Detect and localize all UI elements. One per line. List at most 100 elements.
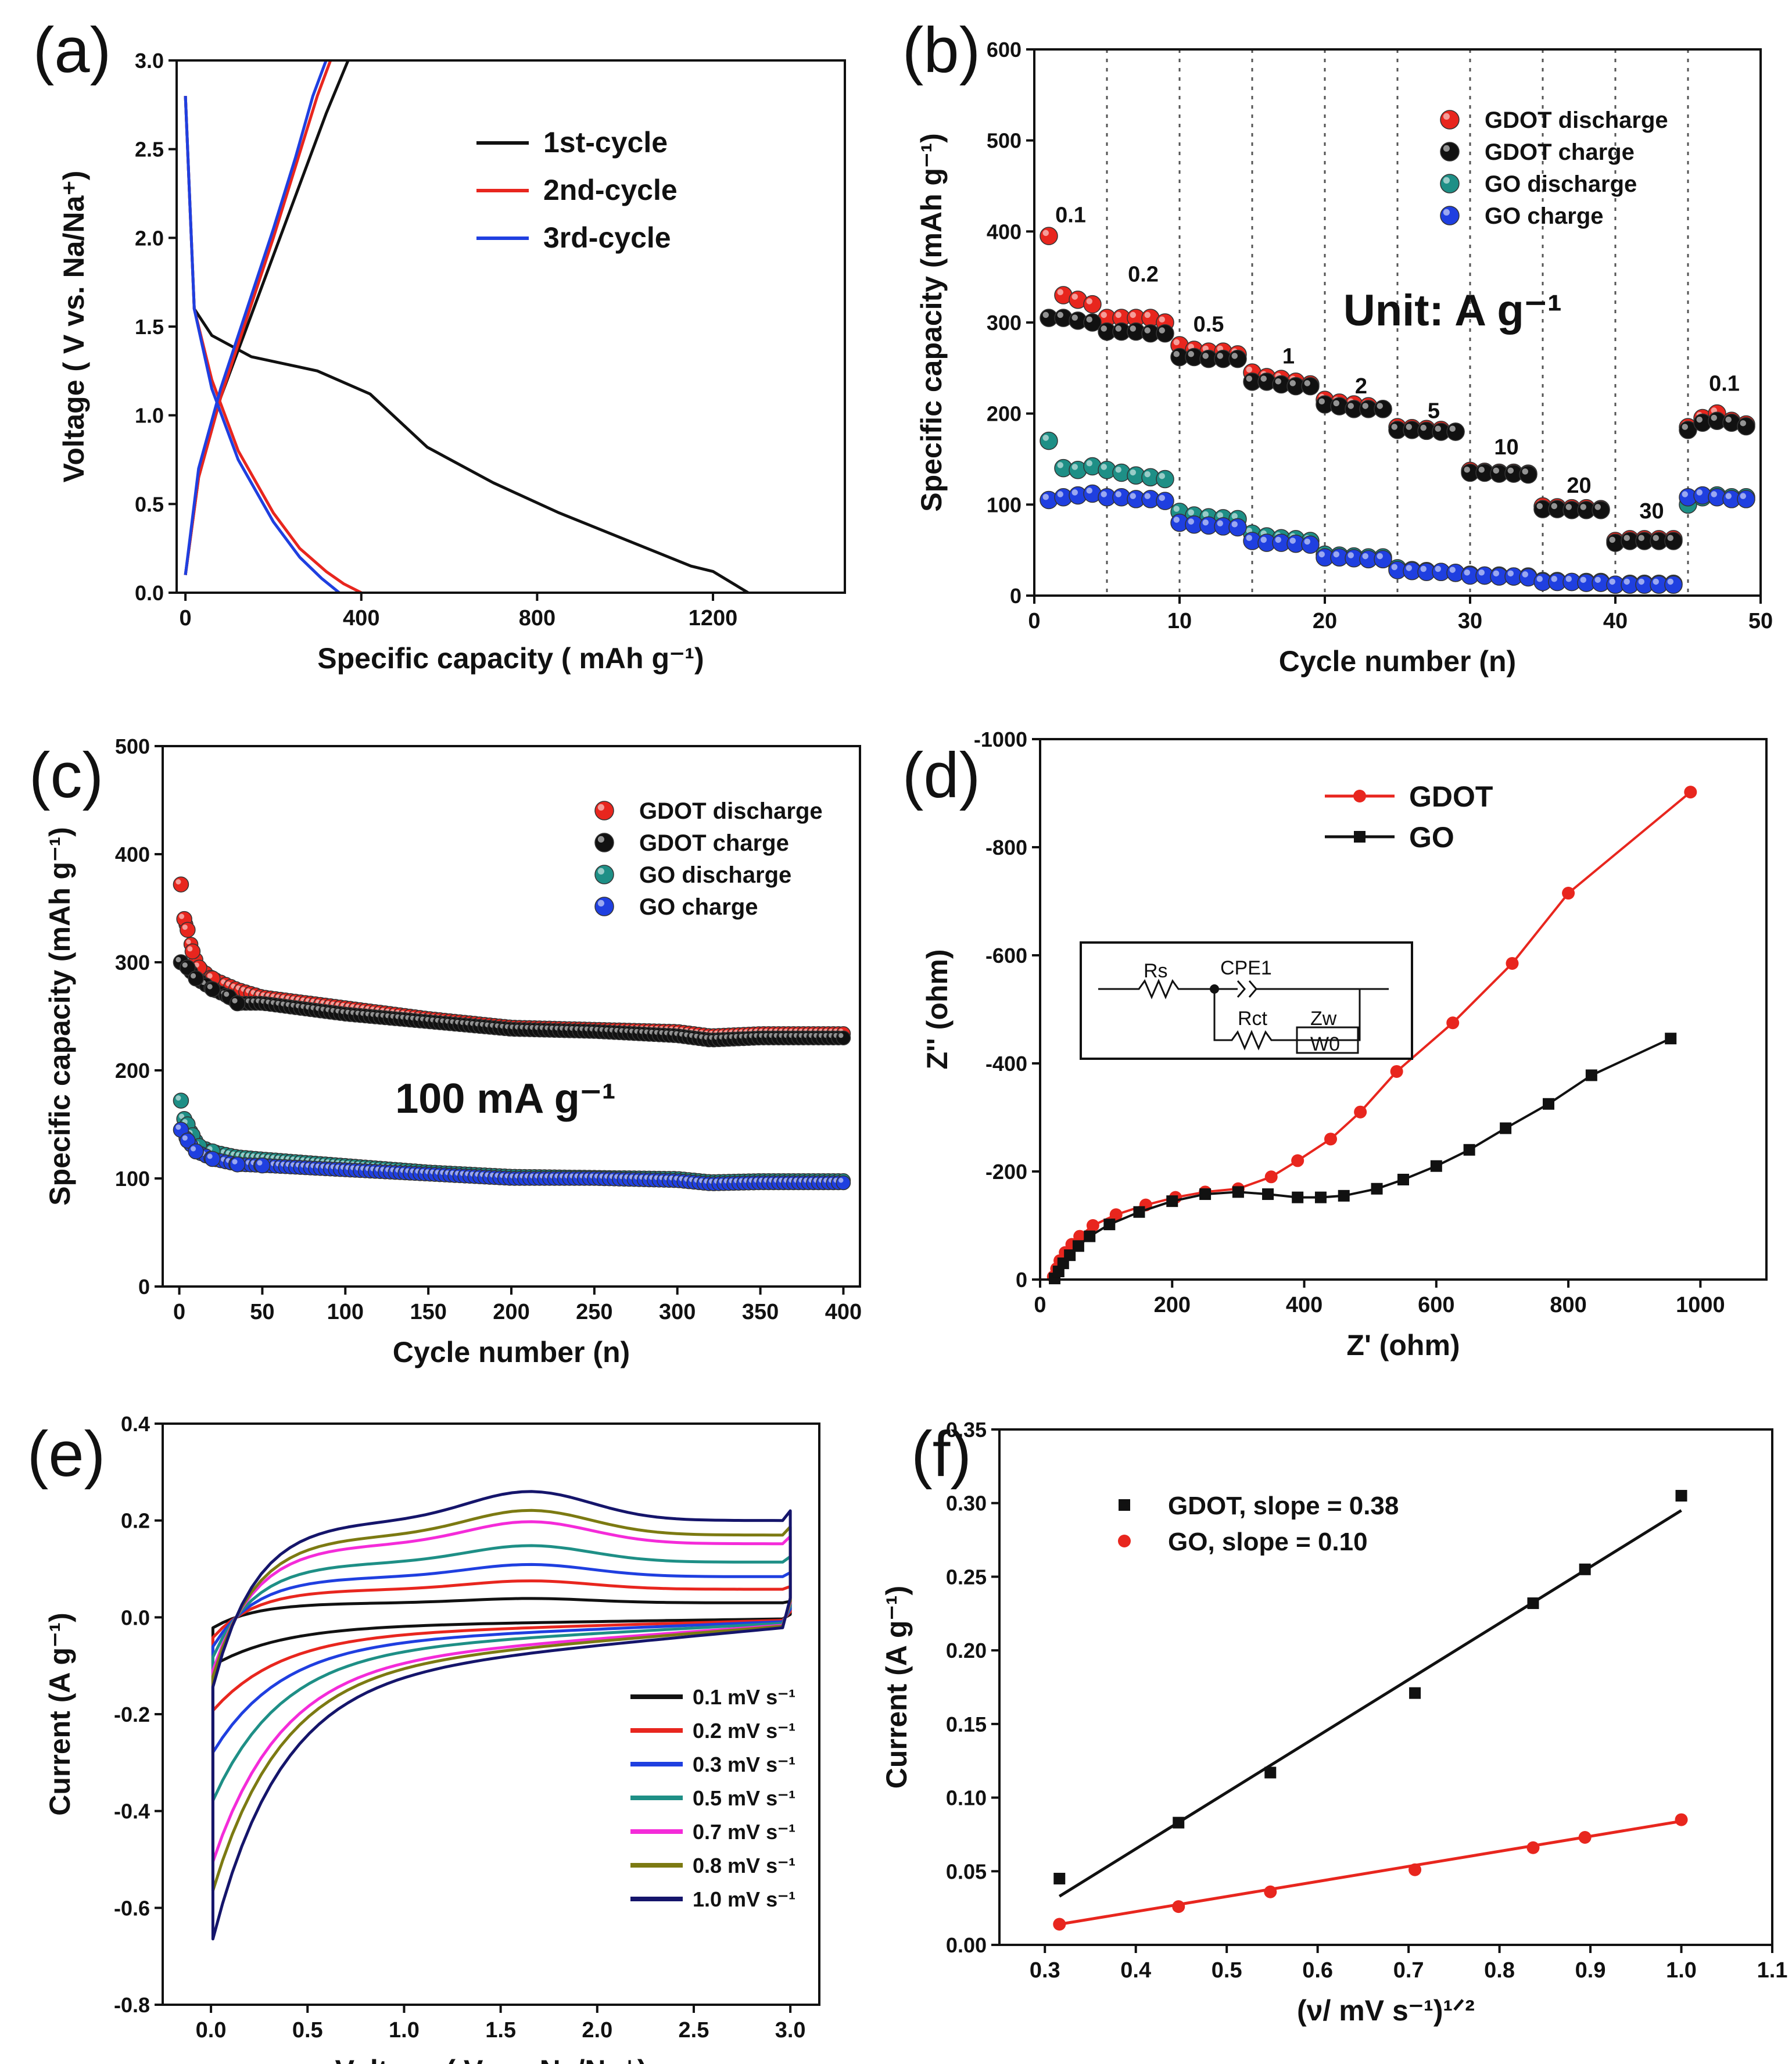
series-line (184, 60, 332, 575)
series-line (184, 95, 749, 594)
data-point-highlight (1231, 513, 1238, 519)
data-point-highlight (1159, 494, 1165, 501)
data-point-highlight (1086, 298, 1092, 304)
y-tick-label: -400 (985, 1052, 1027, 1076)
x-tick-label: 0.0 (196, 2018, 227, 2042)
data-point-highlight (207, 1153, 213, 1159)
legend-entry: 2nd-cycle (543, 174, 678, 206)
data-point-highlight (1144, 493, 1151, 499)
data-point-highlight (1042, 230, 1049, 236)
data-point-highlight (1493, 570, 1499, 577)
data-point (1064, 1249, 1076, 1262)
rate-annotation: 100 mA g⁻¹ (395, 1076, 615, 1122)
y-tick-label: 600 (987, 38, 1022, 62)
data-point-highlight (1609, 536, 1615, 543)
x-tick-label: 0.5 (1212, 1958, 1242, 1983)
data-point-highlight (1202, 519, 1209, 526)
data-point-highlight (1217, 353, 1223, 359)
y-tick-label: -600 (985, 944, 1027, 967)
x-tick-label: 10 (1167, 609, 1192, 633)
data-point-highlight (1638, 578, 1644, 585)
data-point-highlight (1202, 353, 1209, 359)
data-point-highlight (1725, 493, 1732, 499)
data-point (1292, 1191, 1304, 1203)
data-point (173, 876, 189, 893)
legend-entry: GDOT (1409, 780, 1493, 813)
x-tick-label: 150 (410, 1300, 446, 1324)
y-tick-label: -0.8 (114, 1993, 150, 2017)
data-point (1543, 1098, 1554, 1110)
data-point (1440, 206, 1460, 225)
data-point-highlight (1304, 538, 1310, 545)
data-point-highlight (1464, 569, 1470, 576)
data-point-highlight (1318, 398, 1325, 404)
data-point-highlight (1653, 535, 1659, 541)
data-point-highlight (1682, 491, 1688, 497)
data-point-highlight (1711, 491, 1717, 497)
x-tick-label: 2.5 (679, 2018, 709, 2042)
data-point-highlight (1391, 424, 1397, 430)
panel-b: 0.1 0.2 0.5 1 2 5 10 20 30 0.1 Unit: A g⁻¹ GDOT dis… (902, 15, 1773, 678)
data-point (1314, 1191, 1327, 1203)
data-point-highlight (1347, 552, 1354, 558)
data-point-highlight (1420, 424, 1427, 431)
y-tick-label: -200 (985, 1160, 1027, 1184)
rate-label: 0.2 (1128, 263, 1159, 287)
y-tick-label: 0.2 (121, 1509, 150, 1533)
x-axis-label: Cycle number (n) (393, 1336, 630, 1368)
legend-entry: 3rd-cycle (543, 221, 671, 254)
data-point (594, 865, 614, 884)
data-point-highlight (1435, 565, 1441, 572)
rate-label: 1 (1282, 345, 1295, 369)
data-point (204, 981, 221, 998)
x-axis-label: (ν/ mV s⁻¹)¹ᐟ² (1297, 1994, 1475, 2027)
data-point-highlight (1711, 414, 1717, 421)
data-point-highlight (1406, 565, 1412, 571)
data-point-highlight (1377, 403, 1383, 409)
data-point (1664, 575, 1683, 594)
data-point (594, 801, 614, 820)
data-point-highlight (1580, 504, 1586, 510)
data-point (1592, 500, 1610, 519)
data-point (1684, 786, 1697, 799)
data-point (1500, 1122, 1512, 1134)
x-tick-label: 40 (1603, 609, 1628, 633)
data-point-highlight (597, 804, 604, 811)
data-point-highlight (1042, 311, 1049, 318)
x-tick-label: 200 (493, 1300, 529, 1324)
x-tick-label: 0.7 (1393, 1958, 1424, 1983)
legend-entry: 0.8 mV s⁻¹ (693, 1854, 795, 1877)
data-point (1430, 1160, 1442, 1172)
y-tick-label: 0.30 (946, 1492, 987, 1515)
data-point-highlight (1464, 467, 1470, 473)
data-point-highlight (1522, 571, 1528, 578)
x-tick-label: 1200 (689, 606, 738, 630)
data-point-highlight (175, 956, 181, 962)
data-point-highlight (1057, 462, 1063, 468)
data-point-highlight (1653, 578, 1659, 585)
panel-label: (d) (902, 740, 980, 811)
data-point-highlight (838, 1033, 844, 1038)
data-point-highlight (175, 879, 181, 885)
data-point-highlight (1565, 504, 1572, 510)
data-point-highlight (191, 973, 196, 979)
inset-label: Rs (1144, 960, 1168, 982)
data-point-highlight (1144, 311, 1151, 318)
data-point (229, 995, 246, 1012)
data-point-highlight (1318, 551, 1325, 558)
panel-d: GDOT GO Rs CPE1 Rct Zw W0 0 200 400 600 800 1000 0 -20… (902, 728, 1768, 1361)
data-point-highlight (1333, 400, 1339, 407)
y-tick-label: 0 (138, 1275, 150, 1299)
data-point-highlight (1682, 424, 1688, 430)
data-point-highlight (182, 962, 188, 968)
x-tick-label: 300 (659, 1300, 696, 1324)
y-tick-label: 200 (987, 402, 1022, 426)
x-tick-label: 200 (1154, 1293, 1191, 1317)
x-axis-label: Voltage ( V vs. Na/Na⁺) (335, 2054, 647, 2064)
data-point-highlight (1101, 325, 1107, 332)
x-tick-label: 0.9 (1575, 1958, 1606, 1983)
y-tick-label: -0.2 (114, 1703, 150, 1726)
data-point (1301, 535, 1320, 554)
data-point (1040, 431, 1058, 450)
